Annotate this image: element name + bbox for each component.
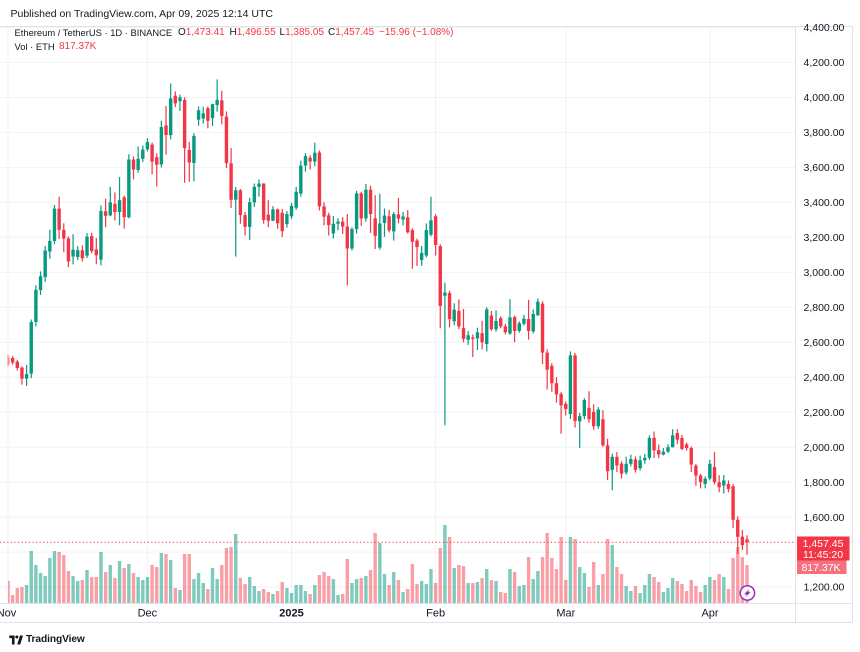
svg-text:817.37K: 817.37K — [801, 562, 840, 574]
svg-text:1,800.00: 1,800.00 — [804, 477, 845, 489]
svg-text:2,600.00: 2,600.00 — [804, 337, 845, 349]
svg-text:3,600.00: 3,600.00 — [804, 162, 845, 174]
svg-text:Dec: Dec — [138, 608, 158, 620]
svg-text:Nov: Nov — [0, 608, 17, 620]
svg-text:3,000.00: 3,000.00 — [804, 267, 845, 279]
svg-text:1,200.00: 1,200.00 — [804, 582, 845, 594]
svg-text:4,400.00: 4,400.00 — [804, 22, 845, 34]
svg-text:1,600.00: 1,600.00 — [804, 512, 845, 524]
svg-text:Feb: Feb — [426, 608, 445, 620]
svg-text:1,457.45: 1,457.45 — [803, 538, 844, 550]
svg-text:2,800.00: 2,800.00 — [804, 302, 845, 314]
svg-text:3,800.00: 3,800.00 — [804, 127, 845, 139]
svg-text:2,200.00: 2,200.00 — [804, 407, 845, 419]
svg-text:Mar: Mar — [556, 608, 575, 620]
svg-text:4,200.00: 4,200.00 — [804, 57, 845, 69]
svg-text:Apr: Apr — [701, 608, 718, 620]
svg-text:4,000.00: 4,000.00 — [804, 92, 845, 104]
svg-text:2,000.00: 2,000.00 — [804, 442, 845, 454]
svg-text:3,200.00: 3,200.00 — [804, 232, 845, 244]
svg-text:3,400.00: 3,400.00 — [804, 197, 845, 209]
svg-text:2025: 2025 — [279, 608, 303, 620]
svg-text:2,400.00: 2,400.00 — [804, 372, 845, 384]
svg-text:11:45:20: 11:45:20 — [803, 549, 843, 561]
